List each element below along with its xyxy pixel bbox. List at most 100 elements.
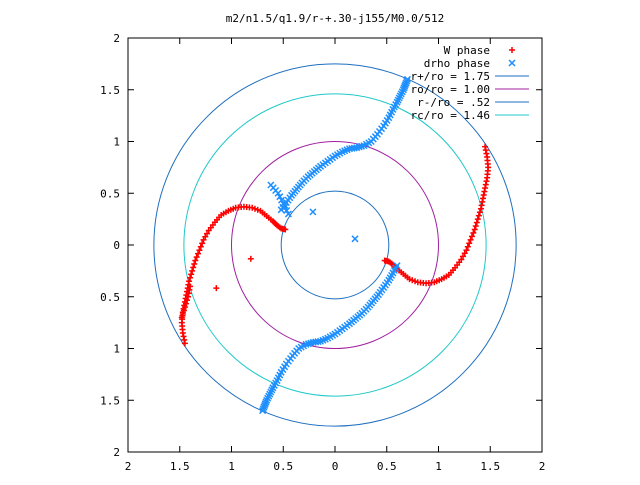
y-tick-label: 2: [113, 446, 120, 459]
drho-phase-stroke: [274, 189, 282, 197]
y-tick-label: 1: [113, 343, 120, 356]
w-phase-point: [188, 271, 195, 278]
x-tick-label: 1: [228, 460, 235, 473]
drho-phase-point: [284, 210, 292, 218]
y-tick-label: 1.5: [100, 84, 120, 97]
w-phase-point: [474, 216, 481, 223]
w-phase-point: [472, 223, 479, 230]
drho-phase-stroke: [283, 206, 291, 215]
drho-phase-stroke: [277, 196, 286, 204]
w-phase-point: [197, 243, 204, 250]
x-tick-label: 1: [435, 460, 442, 473]
w-phase-point: [213, 285, 220, 292]
y-tick-label: 2: [113, 32, 120, 45]
w-phase-point: [471, 226, 478, 233]
y-tick-label: 0: [113, 239, 120, 252]
w-phase-point: [470, 229, 477, 236]
legend-label: drho phase: [424, 57, 490, 70]
drho-phase-stroke: [351, 235, 359, 243]
w-phase-point: [204, 230, 211, 237]
drho-phase-point: [508, 59, 516, 67]
x-tick-label: 2: [539, 460, 546, 473]
w-phase-point: [476, 209, 483, 216]
w-phase-point: [191, 260, 198, 267]
series-layer: [178, 75, 492, 415]
w-phase-point: [190, 264, 197, 271]
w-phase-point: [475, 212, 482, 219]
circle-2: [280, 190, 390, 300]
drho-phase-point: [277, 206, 285, 214]
w-phase-point: [282, 226, 289, 233]
w-phase-point: [459, 253, 466, 260]
drho-phase-point: [274, 189, 282, 197]
w-phase-point: [468, 233, 475, 240]
y-tick-label: 1: [113, 136, 120, 149]
w-phase-point: [180, 307, 187, 314]
w-phase-point: [195, 250, 202, 257]
drho-phase-stroke: [508, 59, 516, 67]
w-phase-point: [193, 254, 200, 261]
drho-phase-stroke: [314, 338, 322, 346]
drho-phase-stroke: [309, 208, 317, 216]
w-phase-point: [200, 236, 207, 243]
drho-phase-stroke: [312, 338, 320, 346]
legend-label: r-/ro = .52: [417, 96, 490, 109]
w-phase-point: [414, 279, 421, 286]
x-tick-label: 0.5: [377, 460, 397, 473]
drho-phase-stroke: [284, 210, 292, 218]
drho-phase-point: [276, 193, 284, 201]
w-phase-point: [464, 243, 471, 250]
w-phase-point: [509, 47, 515, 53]
w-phase-point: [409, 277, 416, 284]
w-phase-point: [251, 205, 258, 212]
w-phase-point: [249, 204, 256, 211]
drho-phase-point: [348, 144, 356, 152]
x-tick-label: 1.5: [480, 460, 500, 473]
x-tick-label: 1.5: [170, 460, 190, 473]
w-phase-point: [187, 274, 194, 281]
drho-phase-point: [351, 235, 359, 243]
drho-phase-stroke: [276, 193, 284, 201]
circle-1: [231, 141, 439, 349]
w-phase-point: [254, 206, 261, 213]
w-phase-point: [186, 278, 193, 285]
chart-title: m2/n1.5/q1.9/r-+.30-j155/M0.0/512: [226, 12, 445, 25]
y-tick-label: 0.5: [100, 291, 120, 304]
circles-layer: [153, 63, 517, 427]
drho-phase-stroke: [393, 262, 401, 270]
x-tick-label: 0.5: [273, 460, 293, 473]
w-phase-point: [477, 205, 484, 212]
drho-phase-point: [393, 262, 401, 270]
w-phase-point: [192, 257, 199, 264]
w-phase-point: [182, 300, 189, 307]
w-phase-point: [183, 297, 190, 304]
w-phase-point: [463, 247, 470, 254]
legend-label: rc/ro = 1.46: [411, 109, 490, 122]
w-phase-point: [467, 236, 474, 243]
legend-label: W phase: [444, 44, 490, 57]
w-phase-point: [179, 311, 186, 317]
w-phase-point: [199, 240, 206, 247]
legend-label: ro/ro = 1.00: [411, 83, 490, 96]
w-phase-point: [247, 255, 254, 262]
drho-phase-point: [309, 208, 317, 216]
w-phase-point: [381, 257, 388, 264]
w-phase-point: [187, 283, 194, 290]
drho-phase-stroke: [348, 144, 356, 152]
ticks-layer: 2 1.5 1 0.5 0 0.5 1 1.5 221.510.500.511.52: [100, 32, 545, 473]
w-phase-point: [181, 304, 188, 311]
drho-phase-stroke: [353, 144, 361, 152]
w-phase-point: [461, 250, 468, 257]
drho-phase-stroke: [350, 144, 358, 152]
y-tick-label: 0.5: [100, 187, 120, 200]
w-phase-point: [202, 233, 209, 240]
legend-label: r+/ro = 1.75: [411, 70, 490, 83]
drho-phase-stroke: [277, 206, 285, 214]
w-phase-point: [178, 314, 185, 321]
circle-0: [153, 63, 517, 427]
y-tick-label: 1.5: [100, 394, 120, 407]
w-phase-point: [189, 267, 196, 274]
